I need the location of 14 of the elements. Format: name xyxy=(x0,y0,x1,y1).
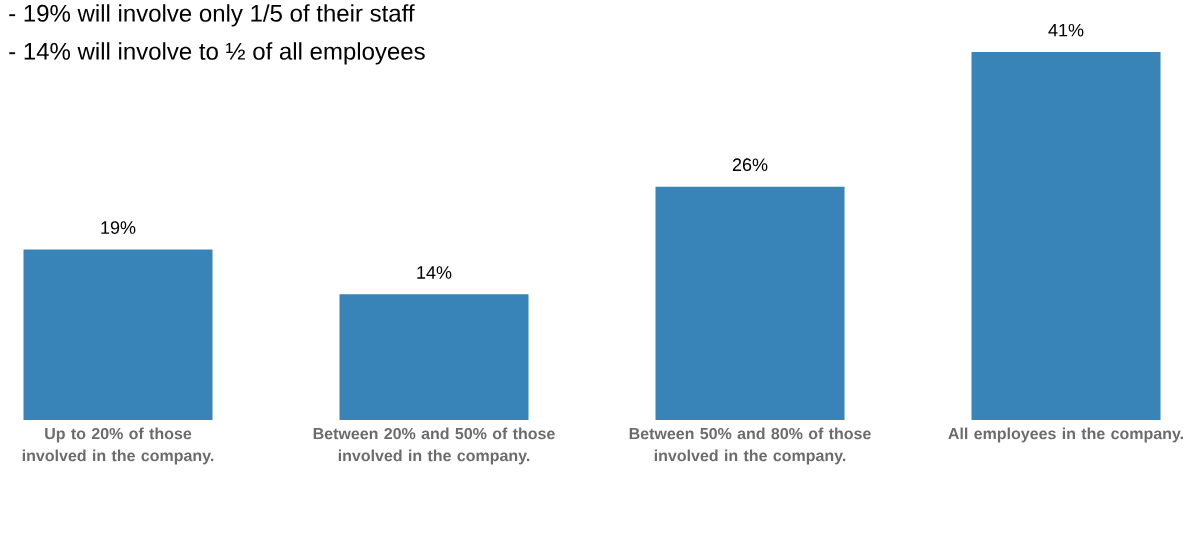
bar xyxy=(971,52,1161,420)
x-tick-label: All employees in the company. xyxy=(948,427,1184,443)
annotation: - 14% will involve to ½ of all employees xyxy=(9,42,425,65)
data-label: 26% xyxy=(732,158,768,172)
data-label: 41% xyxy=(1048,23,1084,37)
data-label: 19% xyxy=(101,221,136,234)
x-tick-label: Between 50% and 80% of those involved in the company. xyxy=(629,427,871,465)
bar xyxy=(339,294,529,420)
data-label: 14% xyxy=(417,266,452,279)
x-tick-label: Up to 20% of those involved in the company. xyxy=(22,427,214,465)
text: - 19% will involve only 1/5 of their staff xyxy=(9,4,415,27)
bar xyxy=(655,186,845,420)
bar xyxy=(23,249,213,420)
x-tick-label: Between 20% and 50% of those involved in the company. xyxy=(313,427,555,465)
